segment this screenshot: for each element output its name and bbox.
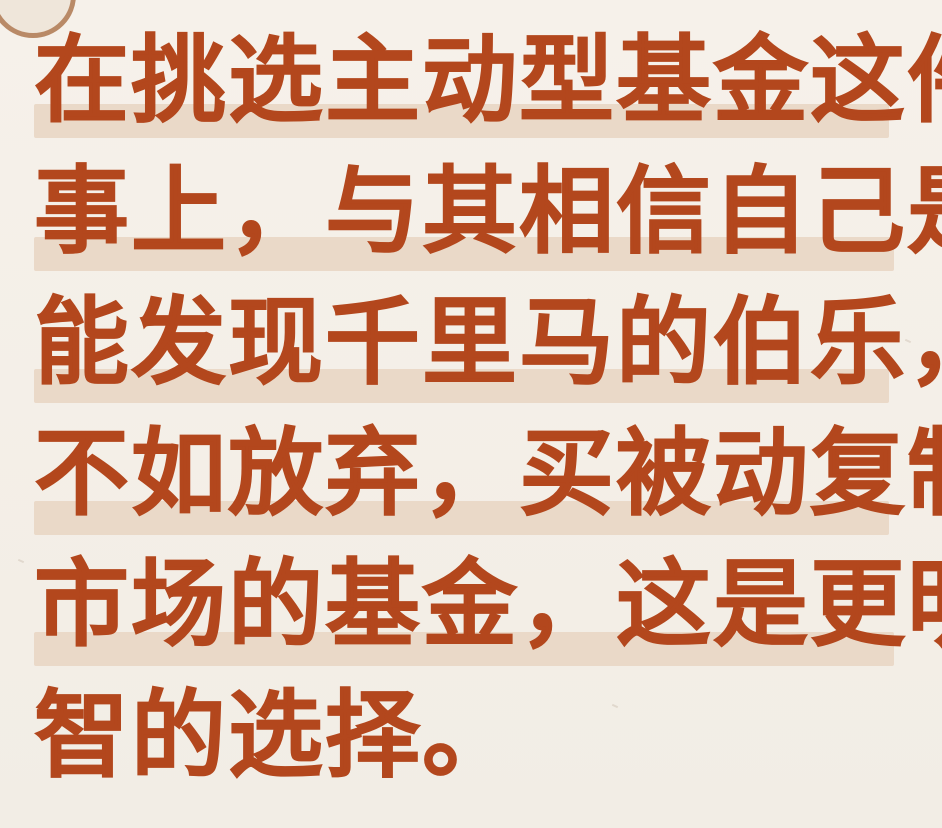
quote-line: 市场的基金，这是更明 — [34, 542, 942, 673]
quote-line-text: 智的选择。 — [34, 681, 520, 792]
quote-line-text: 事上，与其相信自己是 — [34, 157, 942, 268]
line-highlight — [34, 104, 889, 138]
quote-line-text: 能发现千里马的伯乐， — [34, 288, 942, 399]
line-highlight — [34, 369, 889, 403]
line-highlight — [34, 237, 894, 271]
quote-line: 在挑选主动型基金这件 — [34, 18, 942, 149]
quote-line-text: 在挑选主动型基金这件 — [34, 26, 942, 137]
quote-line: 事上，与其相信自己是 — [34, 149, 942, 280]
quote-line-text: 不如放弃，买被动复制 — [34, 419, 942, 530]
line-highlight — [34, 501, 889, 535]
quote-line-text: 市场的基金，这是更明 — [34, 550, 942, 661]
quote-line: 不如放弃，买被动复制 — [34, 411, 942, 542]
quote-block: 在挑选主动型基金这件 事上，与其相信自己是 能发现千里马的伯乐， 不如放弃，买被… — [34, 18, 942, 804]
quote-line: 智的选择。 — [34, 673, 914, 804]
quote-line: 能发现千里马的伯乐， — [34, 280, 942, 411]
line-highlight — [34, 632, 894, 666]
